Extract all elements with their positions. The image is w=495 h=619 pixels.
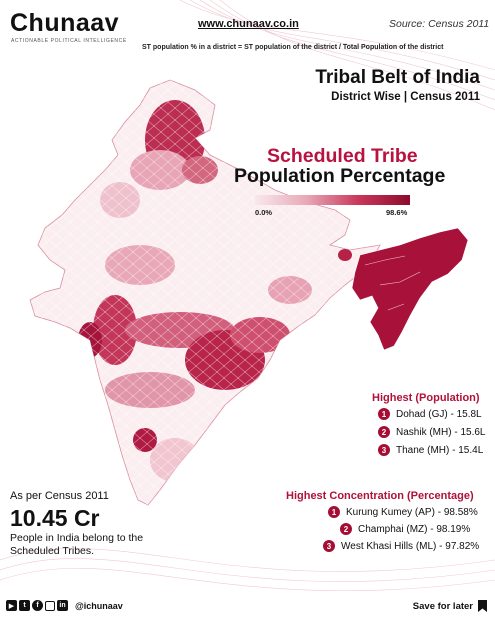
st-description: People in India belong to the Scheduled …: [10, 532, 144, 557]
instagram-icon[interactable]: [45, 600, 55, 611]
map-title-line1: Scheduled Tribe: [267, 145, 418, 167]
social-handle[interactable]: @ichunaav: [75, 600, 123, 611]
list-item: 3 Thane (MH) - 15.4L: [378, 444, 483, 456]
bookmark-icon[interactable]: [478, 600, 487, 612]
list-item-text: Thane (MH) - 15.4L: [396, 444, 484, 456]
st-total-number: 10.45 Cr: [10, 505, 100, 531]
facebook-icon[interactable]: f: [32, 600, 43, 611]
highest-concentration-heading: Highest Concentration (Percentage): [286, 490, 474, 502]
linkedin-icon[interactable]: in: [57, 600, 68, 611]
list-item-text: West Khasi Hills (ML) - 97.82%: [341, 540, 480, 552]
list-item-text: Kurung Kumey (AP) - 98.58%: [346, 506, 478, 518]
rank-badge: 3: [323, 540, 335, 552]
list-item-text: Nashik (MH) - 15.6L: [396, 426, 486, 438]
legend-max-label: 98.6%: [386, 208, 408, 217]
list-item: 1 Kurung Kumey (AP) - 98.58%: [328, 506, 478, 518]
brand-tagline: ACTIONABLE POLITICAL INTELLIGENCE: [11, 38, 127, 44]
page-subtitle: District Wise | Census 2011: [331, 91, 480, 103]
website-link[interactable]: www.chunaav.co.in: [198, 18, 299, 30]
list-item-text: Champhai (MZ) - 98.19%: [358, 523, 471, 535]
source-note: Source: Census 2011: [389, 18, 490, 30]
twitter-icon[interactable]: t: [19, 600, 30, 611]
india-district-map: [29, 79, 469, 506]
rank-badge: 3: [378, 444, 390, 456]
highest-population-heading: Highest (Population): [372, 392, 480, 404]
rank-badge: 1: [328, 506, 340, 518]
rank-badge: 2: [378, 426, 390, 438]
page-title: Tribal Belt of India: [315, 67, 480, 88]
list-item: 2 Champhai (MZ) - 98.19%: [340, 523, 470, 535]
formula-note: ST population % in a district = ST popul…: [142, 44, 444, 51]
census-note: As per Census 2011: [10, 490, 109, 502]
map-title-line2: Population Percentage: [234, 165, 446, 187]
legend-min-label: 0.0%: [255, 208, 273, 217]
list-item: 3 West Khasi Hills (ML) - 97.82%: [323, 540, 479, 552]
brand-logo: Chunaav: [10, 9, 120, 37]
northeast-region: [351, 227, 469, 351]
list-item-text: Dohad (GJ) - 15.8L: [396, 408, 482, 420]
sikkim-region: [338, 249, 352, 261]
social-links: ▶ t f in @ichunaav: [6, 600, 123, 611]
rank-badge: 2: [340, 523, 352, 535]
list-item: 1 Dohad (GJ) - 15.8L: [378, 408, 482, 420]
color-scale-bar: [255, 195, 410, 205]
save-for-later-button[interactable]: Save for later: [412, 601, 473, 612]
youtube-icon[interactable]: ▶: [6, 600, 17, 611]
list-item: 2 Nashik (MH) - 15.6L: [378, 426, 485, 438]
rank-badge: 1: [378, 408, 390, 420]
